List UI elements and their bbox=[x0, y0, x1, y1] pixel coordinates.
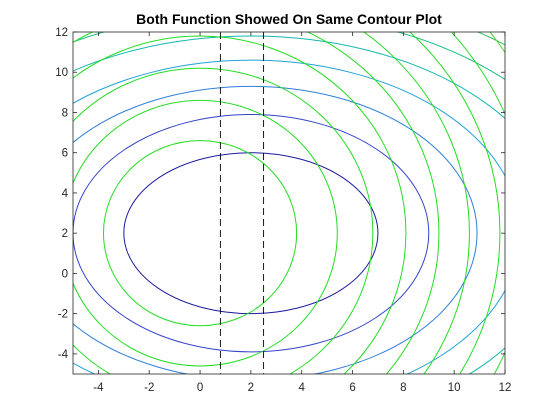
x-tick-label: -4 bbox=[93, 382, 104, 394]
x-axis: -4 -2 0 2 4 6 8 10 12 bbox=[93, 32, 511, 394]
contour-f2-level-4 bbox=[73, 35, 407, 374]
chart-title: Both Function Showed On Same Contour Plo… bbox=[136, 11, 442, 27]
x-tick-label: -2 bbox=[144, 382, 154, 394]
y-tick-label: 0 bbox=[62, 268, 68, 280]
contour-f2-level-7 bbox=[409, 32, 501, 374]
y-tick-label: 8 bbox=[62, 107, 68, 119]
contour-f1-level-1 bbox=[123, 152, 379, 315]
y-tick-label: 4 bbox=[62, 188, 69, 200]
contour-f1-level-4 bbox=[73, 59, 505, 374]
contour-f2-level-5 bbox=[73, 32, 440, 374]
contour-f2-level-6 bbox=[362, 32, 470, 374]
y-tick-label: 6 bbox=[62, 148, 68, 160]
contour-f1-level-3 bbox=[73, 85, 478, 374]
y-tick-label: 12 bbox=[55, 27, 68, 39]
y-axis: -4 -2 0 2 4 6 8 10 12 bbox=[55, 27, 505, 361]
plot-area-frame bbox=[72, 31, 506, 375]
y-tick-label: -2 bbox=[58, 309, 68, 321]
x-tick-label: 0 bbox=[197, 382, 203, 394]
contour-f1-level-5 bbox=[73, 35, 505, 374]
y-tick-label: 10 bbox=[55, 67, 68, 79]
x-tick-label: 4 bbox=[299, 382, 306, 394]
y-tick-label: -4 bbox=[58, 349, 69, 361]
contour-f2-level-1 bbox=[102, 140, 298, 327]
x-tick-label: 6 bbox=[349, 382, 355, 394]
y-tick-label: 2 bbox=[62, 228, 68, 240]
contour-f2-level-2 bbox=[73, 99, 338, 367]
x-tick-label: 10 bbox=[448, 382, 461, 394]
vertical-lines-layer bbox=[219, 32, 265, 374]
contour-f2-level-3 bbox=[73, 67, 374, 374]
x-tick-label: 2 bbox=[248, 382, 254, 394]
x-tick-label: 12 bbox=[499, 382, 512, 394]
contour-f1-level-2 bbox=[73, 114, 430, 353]
x-tick-label: 8 bbox=[400, 382, 406, 394]
